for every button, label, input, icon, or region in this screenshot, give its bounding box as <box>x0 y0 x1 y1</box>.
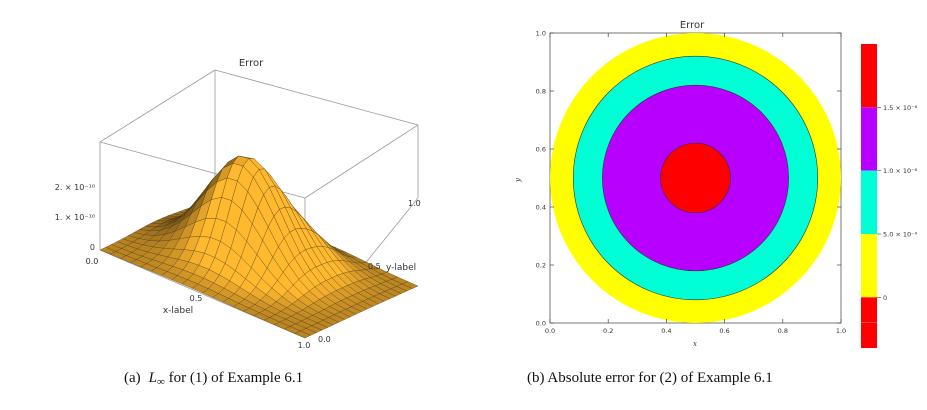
x-tick-label: 0.0 <box>545 327 555 335</box>
x-tick-label: 1.0 <box>836 327 846 335</box>
colorbar-label: 0 <box>883 294 887 302</box>
y-tick-label: 1.0 <box>536 30 546 38</box>
x-tick-label: 0.8 <box>778 327 788 335</box>
y-tick-label: 1.0 <box>408 199 421 208</box>
surface-mesh <box>99 155 419 339</box>
x-axis-label: x-label <box>163 306 193 316</box>
caption-left: (a) L∞ for (1) of Example 6.1 <box>124 370 303 388</box>
y-tick-label: 0.2 <box>536 262 546 270</box>
surface-title: Error <box>239 58 264 69</box>
caption-right: (b) Absolute error for (2) of Example 6.… <box>527 370 773 386</box>
surface-plot: Error 2. × 10⁻¹⁰ 1. × 10⁻¹⁰ 0 0.0 0.5 1.… <box>55 58 421 350</box>
surface-cell <box>294 330 312 339</box>
caption-left-sub: ∞ <box>157 376 165 388</box>
z-tick-label: 2. × 10⁻¹⁰ <box>55 183 95 192</box>
colorbar-label: 1.0 × 10⁻⁸ <box>883 167 918 175</box>
x-tick-label: 0.6 <box>719 327 729 335</box>
x-tick-label: 0.5 <box>190 294 203 303</box>
contour-ring <box>660 142 731 214</box>
contour-ticks: 0.0 0.2 0.4 0.6 0.8 1.0 0.0 0.2 0.4 0.6 0.8 1.0 <box>536 30 847 336</box>
x-tick-label: 0.2 <box>603 327 613 335</box>
y-tick-label: 0.8 <box>536 88 546 96</box>
y-axis-label: y <box>514 177 522 183</box>
caption-left-prefix: (a) <box>124 370 141 386</box>
y-tick-label: 0.5 <box>368 262 381 271</box>
x-tick-label: 1.0 <box>298 341 311 350</box>
colorbar-band <box>861 170 877 234</box>
y-tick-label: 0.0 <box>536 320 546 328</box>
contour-title: Error <box>680 20 705 31</box>
y-tick-label: 0.4 <box>536 204 546 212</box>
y-tick-label: 0.6 <box>536 146 546 154</box>
x-tick-label: 0.4 <box>661 327 671 335</box>
caption-left-text: for (1) of Example 6.1 <box>165 370 303 386</box>
x-axis-label: x <box>693 340 697 348</box>
z-tick-label: 0 <box>90 243 95 252</box>
caption-left-math: L <box>148 370 157 386</box>
z-tick-label: 1. × 10⁻¹⁰ <box>55 213 95 222</box>
colorbar-band <box>861 44 877 108</box>
colorbar-band <box>861 107 877 171</box>
colorbar-label: 1.5 × 10⁻⁸ <box>883 104 918 112</box>
colorbar-label: 5.0 × 10⁻⁹ <box>883 231 918 239</box>
colorbar-band <box>861 234 877 298</box>
contour-plot: Error 0.0 0.2 0.4 0.6 0.8 1.0 0.0 0.2 0.4 0.6 0.8 1… <box>514 20 918 348</box>
y-axis-label: y-label <box>386 263 416 273</box>
x-tick-label: 0.0 <box>86 257 99 266</box>
colorbar: 1.5 × 10⁻⁸ 1.0 × 10⁻⁸ 5.0 × 10⁻⁹ 0 <box>861 44 918 348</box>
y-tick-label: 0.0 <box>318 335 331 344</box>
contour-rings <box>550 33 841 323</box>
